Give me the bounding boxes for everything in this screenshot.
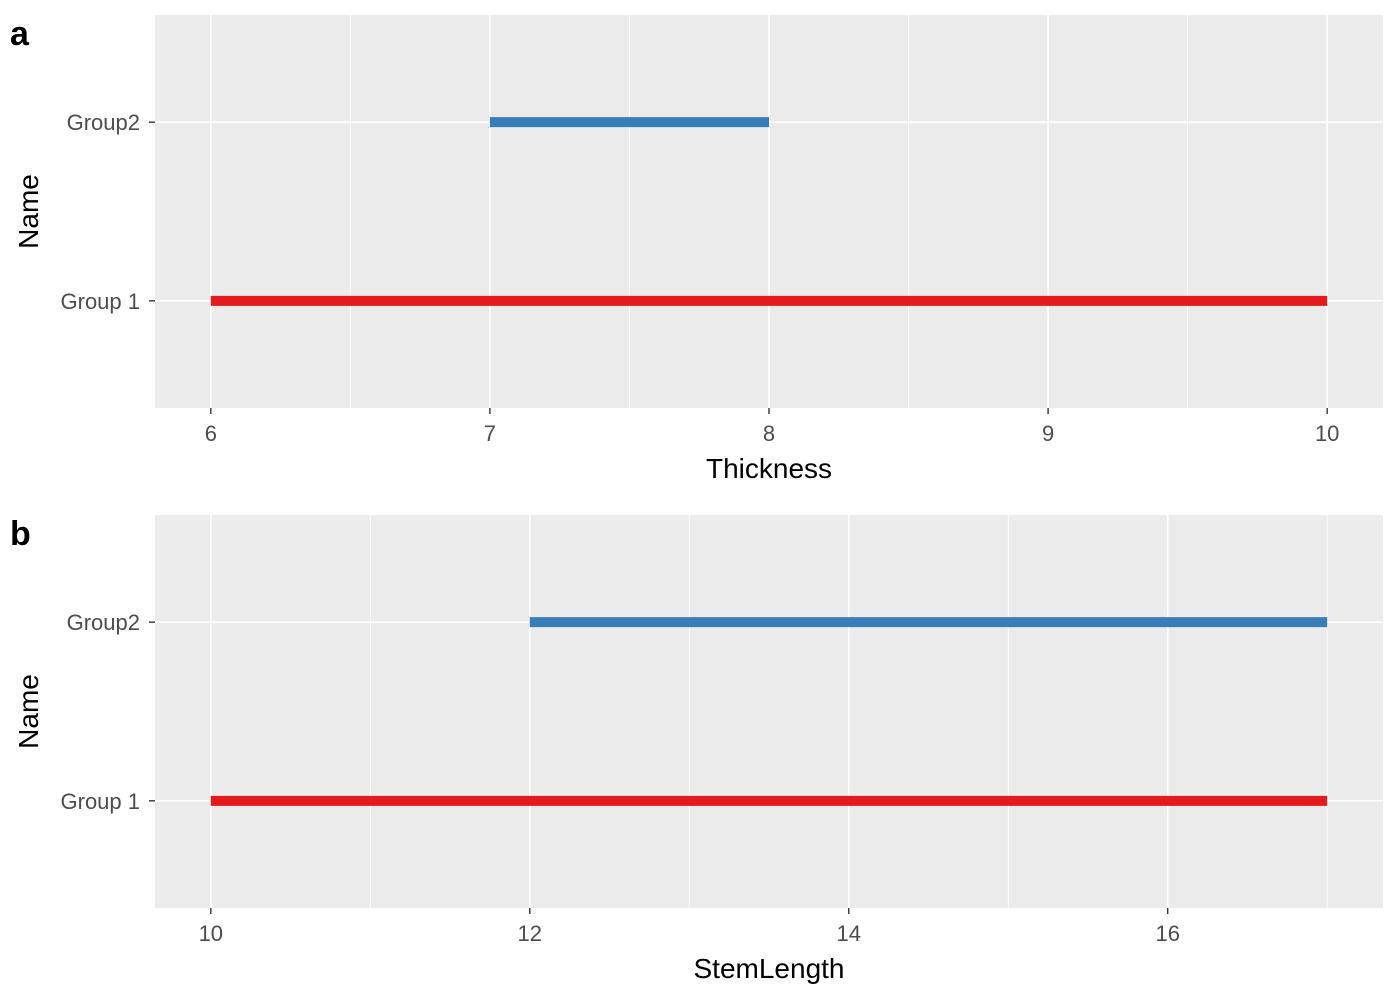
panel-b-x-axis-title: StemLength bbox=[694, 953, 845, 984]
panel-a-x-tick-label: 7 bbox=[484, 421, 496, 446]
panel-a-tag: a bbox=[10, 15, 30, 53]
panel-a-y-tick-label: Group2 bbox=[67, 110, 140, 135]
panel-b-x-tick-label: 16 bbox=[1155, 921, 1179, 946]
panel-a-y-axis-title: Name bbox=[13, 174, 44, 249]
panel-b-y-tick-label: Group2 bbox=[67, 610, 140, 635]
panel-b-y-tick-label: Group 1 bbox=[61, 789, 141, 814]
panel-a-x-tick-label: 9 bbox=[1042, 421, 1054, 446]
panel-a-x-tick-label: 8 bbox=[763, 421, 775, 446]
panel-b-x-tick-label: 12 bbox=[518, 921, 542, 946]
panel-b-x-tick-label: 14 bbox=[836, 921, 860, 946]
panel-a-x-tick-label: 10 bbox=[1315, 421, 1339, 446]
panel-a-y-tick-label: Group 1 bbox=[61, 289, 141, 314]
panel-b-x-tick-label: 10 bbox=[199, 921, 223, 946]
panel-b-y-axis-title: Name bbox=[13, 674, 44, 749]
panel-b-background bbox=[155, 515, 1383, 908]
panel-a-x-tick-label: 6 bbox=[205, 421, 217, 446]
panel-a-x-axis-title: Thickness bbox=[706, 453, 832, 484]
panel-b-tag: b bbox=[10, 515, 31, 553]
